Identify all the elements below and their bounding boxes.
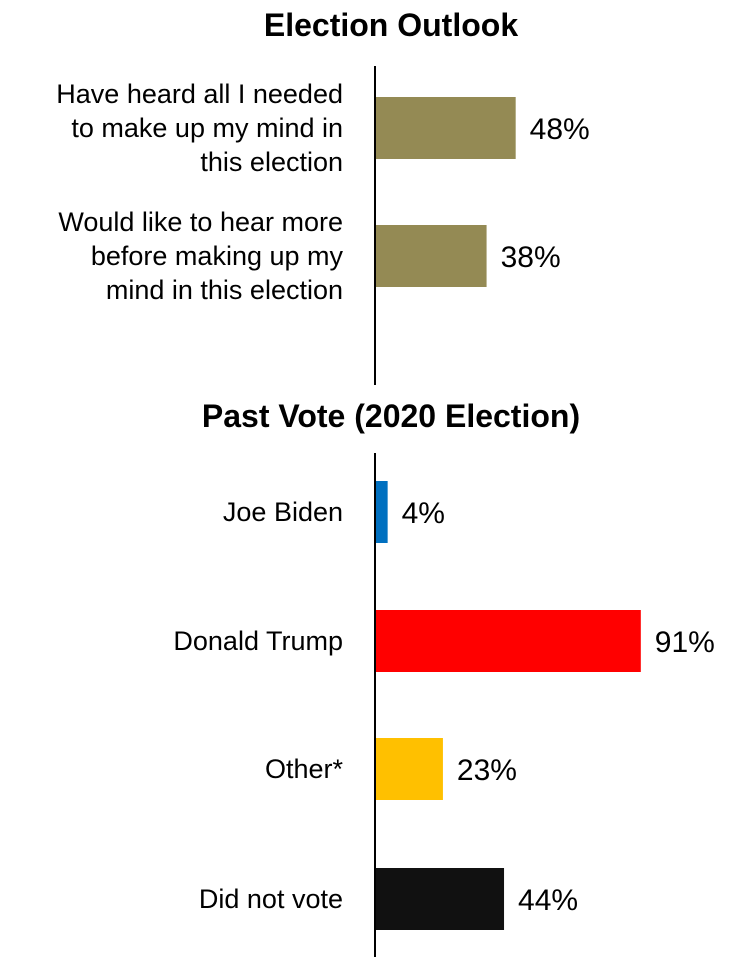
category-label-past-vote-0-line-0: Joe Biden [223, 497, 343, 527]
category-label-past-vote-1-line-0: Donald Trump [173, 626, 343, 656]
panel-past-vote: Past Vote (2020 Election) 4% Joe Biden 91%… [173, 398, 715, 957]
value-label-past-vote-1: 91% [655, 626, 715, 659]
value-label-past-vote-0: 4% [402, 497, 445, 530]
value-label-outlook-0: 48% [530, 113, 590, 146]
value-label-past-vote-2: 23% [457, 754, 517, 787]
category-label-outlook-0-line-2: this election [200, 147, 343, 177]
panel-election-outlook: Election Outlook 48% Have heard all I nee… [56, 7, 590, 385]
value-label-past-vote-3: 44% [518, 884, 578, 917]
bar-outlook-0 [376, 97, 516, 159]
category-label-past-vote-3-line-0: Did not vote [199, 884, 343, 914]
category-label-past-vote-2-line-0: Other* [265, 754, 344, 784]
category-label-outlook-1-line-0: Would like to hear more [58, 207, 343, 237]
value-label-outlook-1: 38% [501, 241, 561, 274]
bar-past-vote-1 [376, 610, 641, 672]
category-label-outlook-0-line-1: to make up my mind in [71, 113, 343, 143]
chart-title-past-vote: Past Vote (2020 Election) [202, 398, 580, 434]
bar-outlook-1 [376, 225, 487, 287]
bar-past-vote-2 [376, 738, 443, 800]
chart-title-election-outlook: Election Outlook [264, 7, 518, 43]
bar-past-vote-3 [376, 868, 505, 930]
bar-past-vote-0 [376, 481, 388, 543]
category-label-outlook-1-line-1: before making up my [91, 241, 344, 271]
category-label-outlook-1-line-2: mind in this election [106, 275, 343, 305]
category-label-outlook-0-line-0: Have heard all I needed [56, 79, 343, 109]
